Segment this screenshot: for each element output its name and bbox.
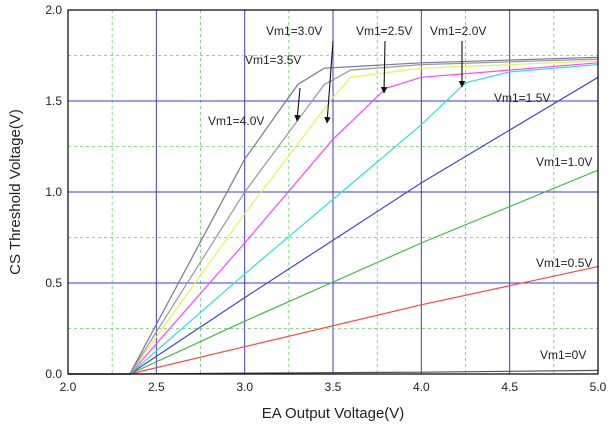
series-label: Vm1=3.5V — [245, 53, 301, 67]
tick-labels: 2.0 2.5 3.0 3.5 4.0 4.5 5.0 0.0 0.5 1.0 1.5 2.0 — [45, 3, 606, 394]
annotation-arrow — [294, 87, 301, 122]
series-label: Vm1=0.5V — [536, 256, 592, 270]
series-label: Vm1=1.0V — [536, 155, 592, 169]
series-label: Vm1=3.0V — [266, 24, 322, 38]
x-tick-label: 5.0 — [590, 380, 607, 394]
plot-frame — [67, 9, 599, 375]
series-label: Vm1=1.5V — [494, 91, 550, 105]
y-tick-label: 0.0 — [45, 367, 62, 381]
annotation-arrow — [324, 40, 334, 124]
x-axis-title: EA Output Voltage(V) — [262, 405, 405, 422]
x-tick-label: 3.0 — [236, 380, 253, 394]
x-tick-label: 2.5 — [148, 380, 165, 394]
x-tick-label: 2.0 — [60, 380, 77, 394]
x-tick-label: 4.0 — [413, 380, 430, 394]
x-tick-label: 4.5 — [501, 380, 518, 394]
series-label: Vm1=0V — [540, 348, 586, 362]
annotation-arrow — [380, 40, 388, 94]
series-annotations: Vm1=0V Vm1=0.5V Vm1=1.0V Vm1=1.5V Vm1=2.0V Vm… — [208, 24, 592, 362]
y-tick-label: 2.0 — [45, 3, 62, 17]
x-tick-label: 3.5 — [325, 380, 342, 394]
y-axis-title: CS Threshold Voltage(V) — [7, 109, 24, 275]
series-label: Vm1=4.0V — [208, 114, 264, 128]
y-tick-label: 1.5 — [45, 94, 62, 108]
series-label: Vm1=2.5V — [356, 24, 412, 38]
y-tick-label: 0.5 — [45, 276, 62, 290]
series-label: Vm1=2.0V — [430, 24, 486, 38]
y-tick-label: 1.0 — [45, 185, 62, 199]
